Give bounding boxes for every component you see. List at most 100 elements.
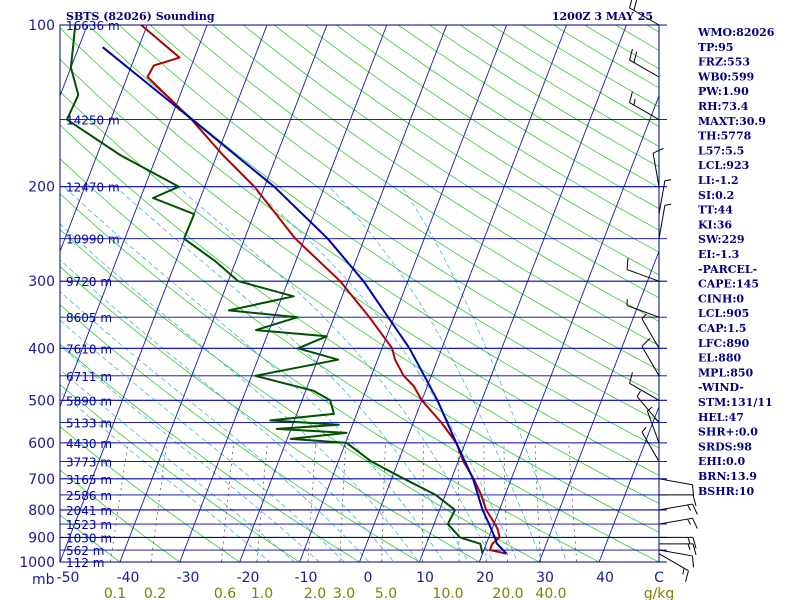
height-label: 16636 m (66, 19, 120, 33)
sounding-profiles (66, 25, 508, 555)
stability-index-text: KI:36 (698, 218, 732, 231)
stability-index-text: SW:229 (698, 233, 745, 246)
moist-adiabat-line (60, 391, 271, 562)
mixing-ratio-line (483, 442, 487, 562)
dry-adiabat-line (60, 229, 541, 562)
dry-adiabat-line (118, 25, 659, 396)
wind-barb-staff (658, 553, 689, 572)
wind-barb-staff (626, 305, 660, 318)
wind-barb (658, 478, 695, 497)
height-label: 1523 m (66, 518, 112, 532)
wind-barb-staff (629, 382, 660, 401)
wind-barb (626, 299, 660, 318)
stability-index-text: RH:73.4 (698, 100, 749, 113)
mixing-ratio-line (568, 442, 578, 562)
stability-index-text: LCL:923 (698, 159, 749, 172)
moist-adiabat-line (60, 345, 320, 562)
pressure-tick-label: 500 (28, 393, 55, 409)
pressure-tick-label: 200 (28, 180, 55, 196)
wind-barb-feather (685, 570, 689, 582)
wind-barb-half-feather (687, 543, 691, 550)
wind-barb-staff (658, 205, 666, 239)
height-label: 4430 m (66, 437, 112, 451)
wind-barb-feather (641, 337, 651, 347)
stability-index-text: PW:1.90 (698, 85, 749, 98)
wind-barb-feather (652, 147, 664, 154)
height-label: 2586 m (66, 489, 112, 503)
mixing-ratio-line (422, 442, 425, 562)
temperature-tick-label: -20 (237, 570, 260, 586)
mixing-ratio-line (534, 442, 542, 562)
mixing-ratio-line (150, 442, 168, 562)
wind-barb-feather (692, 494, 697, 507)
dry-adiabat-line (305, 25, 659, 253)
dry-adiabat-line (87, 25, 659, 422)
wind-barb (658, 517, 698, 529)
wind-barb (658, 203, 672, 239)
temperature-tick-label: 0 (364, 570, 373, 586)
stability-index-text: MPL:850 (698, 366, 754, 379)
moist-adiabat-line (60, 369, 295, 562)
mixing-ratio-tick-label: 0.2 (144, 586, 166, 600)
wind-barb-half-feather (687, 518, 692, 525)
isotherm-line (598, 405, 659, 562)
isotherm-line (538, 249, 659, 562)
temperature-tick-label: 20 (476, 570, 494, 586)
stability-index-text: LI:-1.2 (698, 174, 739, 187)
height-label: 2041 m (66, 504, 112, 518)
dry-adiabat-line (211, 25, 659, 322)
stability-index-text: SHR+:0.0 (698, 426, 758, 439)
plot-frame (59, 24, 660, 563)
pressure-tick-label: 400 (28, 341, 55, 357)
wind-barb-half-feather (687, 504, 692, 511)
height-label: 6711 m (66, 370, 112, 384)
dry-adiabat-line (180, 25, 659, 346)
wind-barb (658, 549, 695, 568)
wind-barb-half-feather (682, 568, 685, 575)
stability-index-text: FRZ:553 (698, 56, 750, 69)
wind-barb-half-feather (687, 537, 691, 544)
wind-barb-staff (629, 102, 660, 120)
stability-index-text: STM:131/11 (698, 396, 773, 409)
wind-barb-staff (658, 549, 693, 557)
stability-index-text: MAXT:30.9 (698, 115, 766, 128)
isotherm-line (478, 94, 659, 562)
dewpoint-line (66, 25, 484, 554)
stability-index-text: L57:5.5 (698, 144, 744, 157)
wind-barb-staff (658, 503, 693, 511)
chart-time: 1200Z 3 MAY 25 (552, 10, 653, 23)
wind-barb-feather (633, 51, 638, 63)
wind-barb-staff (641, 431, 660, 462)
moist-adiabat-line (115, 186, 469, 562)
stability-index-text: TH:5778 (698, 130, 752, 143)
height-label: 10990 m (66, 233, 120, 247)
height-label: 14250 m (66, 114, 120, 128)
height-label: 9720 m (66, 275, 112, 289)
stability-index-text: SI:0.2 (698, 189, 734, 202)
wind-barb (658, 179, 672, 215)
wind-barb-staff (641, 346, 660, 377)
stability-index-text: WB0:599 (697, 70, 754, 83)
wind-barb-feather (691, 484, 695, 497)
mixing-ratio-line (256, 442, 268, 562)
wind-barb (636, 390, 660, 423)
mixing-ratio-tick-label: 1.0 (251, 586, 273, 600)
pressure-tick-label: 600 (28, 436, 55, 452)
dry-adiabat-line (60, 193, 600, 562)
mixing-ratio-tick-label: 5.0 (375, 586, 397, 600)
wind-barbs (626, 0, 698, 582)
wind-barb-staff (629, 59, 660, 78)
thermo-grid (60, 25, 659, 562)
mixing-ratio-line (457, 442, 460, 562)
isotherm-line (119, 25, 328, 562)
stability-index-text: EI:-1.3 (698, 248, 739, 261)
wind-barb-staff (626, 269, 660, 282)
wind-barb-staff (652, 153, 660, 187)
pressure-tick-label: 900 (28, 530, 55, 546)
temperature-tick-label: C (654, 570, 664, 586)
moist-adiabat-line (60, 291, 370, 562)
wind-barb-feather (626, 258, 629, 270)
temperature-tick-label: 30 (536, 570, 554, 586)
dry-adiabat-line (60, 124, 659, 533)
